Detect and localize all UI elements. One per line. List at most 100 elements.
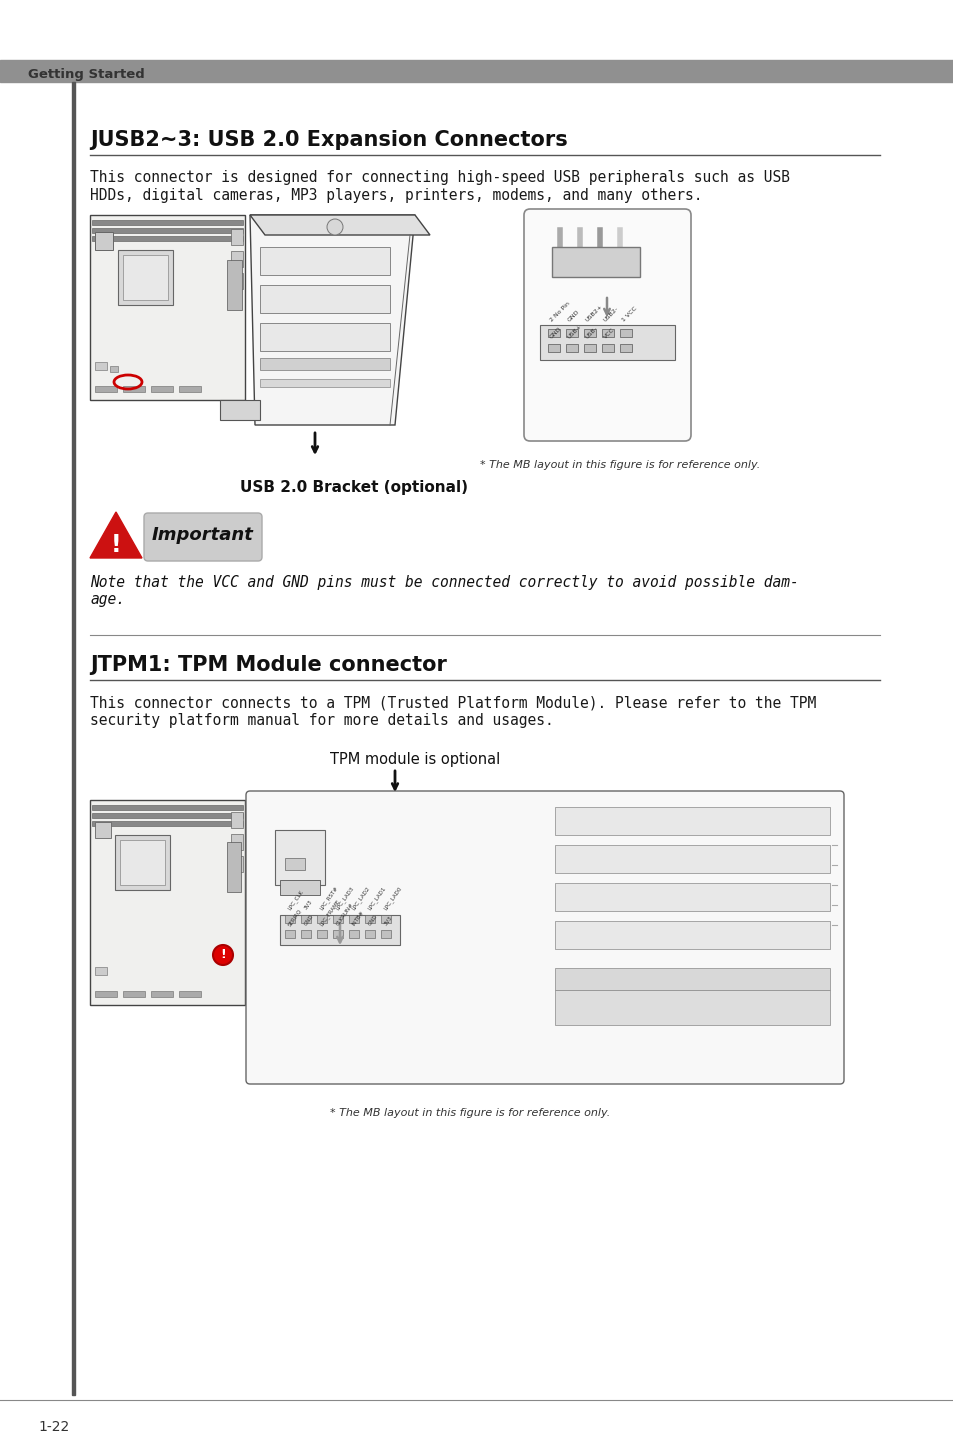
Bar	[71, 82, 75, 1395]
Bar	[601, 344, 614, 352]
Ellipse shape	[213, 945, 233, 965]
Text: LPC_LAD3: LPC_LAD3	[335, 885, 355, 911]
Bar	[285, 929, 294, 938]
Text: GND: GND	[303, 914, 314, 927]
Text: GND: GND	[548, 326, 562, 339]
Bar	[227, 261, 242, 309]
Polygon shape	[220, 400, 260, 420]
Text: * The MB layout in this figure is for reference only.: * The MB layout in this figure is for re…	[479, 460, 760, 470]
Bar	[260, 285, 390, 314]
Bar	[179, 991, 201, 997]
Bar	[380, 929, 391, 938]
Bar	[91, 821, 243, 826]
Bar	[231, 812, 243, 828]
Text: VCC: VCC	[602, 328, 615, 339]
Text: age.: age.	[90, 591, 125, 607]
Polygon shape	[90, 513, 142, 558]
Bar	[95, 967, 107, 975]
Text: JUSB2~3: USB 2.0 Expansion Connectors: JUSB2~3: USB 2.0 Expansion Connectors	[90, 130, 567, 150]
Bar	[539, 325, 675, 359]
Bar	[115, 835, 170, 891]
Bar	[118, 251, 172, 305]
Bar	[260, 379, 390, 387]
Bar	[231, 856, 243, 872]
Text: USB2-: USB2-	[602, 306, 619, 324]
Bar	[95, 362, 107, 369]
Bar	[231, 251, 243, 266]
Text: JTPM1: TPM Module connector: JTPM1: TPM Module connector	[90, 654, 446, 674]
Text: 3V3: 3V3	[382, 915, 393, 927]
Bar	[95, 387, 117, 392]
Text: LPC_FRAME: LPC_FRAME	[318, 898, 341, 927]
Bar	[285, 858, 305, 871]
Bar	[349, 929, 358, 938]
Bar	[555, 884, 829, 911]
Bar	[95, 232, 112, 251]
Text: CLKRUN#: CLKRUN#	[335, 902, 355, 927]
Bar	[227, 842, 241, 892]
FancyBboxPatch shape	[523, 209, 690, 441]
Text: GND: GND	[367, 914, 378, 927]
Text: Important: Important	[152, 526, 253, 544]
Polygon shape	[250, 215, 430, 235]
Bar	[547, 344, 559, 352]
Text: Note that the VCC and GND pins must be connected correctly to avoid possible dam: Note that the VCC and GND pins must be c…	[90, 576, 798, 590]
Bar	[0, 60, 953, 82]
Bar	[123, 255, 168, 299]
Bar	[91, 228, 243, 233]
Text: USB+: USB+	[566, 324, 582, 339]
Bar	[231, 229, 243, 245]
Text: !: !	[111, 533, 121, 557]
Bar	[619, 344, 631, 352]
Text: USB2+: USB2+	[584, 304, 603, 324]
Text: HDDs, digital cameras, MP3 players, printers, modems, and many others.: HDDs, digital cameras, MP3 players, prin…	[90, 188, 701, 203]
Bar	[123, 991, 145, 997]
Bar	[91, 805, 243, 811]
Bar	[231, 833, 243, 851]
Bar	[95, 822, 111, 838]
Text: 1-22: 1-22	[38, 1421, 70, 1432]
Circle shape	[327, 219, 343, 235]
Bar	[110, 367, 118, 372]
Bar	[601, 329, 614, 337]
Text: security platform manual for more details and usages.: security platform manual for more detail…	[90, 713, 553, 727]
Bar	[123, 387, 145, 392]
FancyBboxPatch shape	[246, 790, 843, 1084]
Bar	[555, 921, 829, 949]
Bar	[301, 929, 311, 938]
Bar	[565, 344, 578, 352]
Bar	[95, 991, 117, 997]
Bar	[280, 881, 319, 895]
Text: INTB#: INTB#	[351, 909, 365, 927]
FancyBboxPatch shape	[144, 513, 262, 561]
Bar	[231, 274, 243, 289]
Bar	[555, 968, 829, 990]
Bar	[333, 915, 343, 924]
Bar	[179, 387, 201, 392]
Bar	[301, 915, 311, 924]
Bar	[280, 915, 399, 945]
Text: LPC_RST#: LPC_RST#	[318, 885, 339, 911]
Bar	[285, 915, 294, 924]
Bar	[260, 358, 390, 369]
Bar	[552, 246, 639, 276]
Text: This connector connects to a TPM (Trusted Platform Module). Please refer to the : This connector connects to a TPM (Truste…	[90, 695, 816, 710]
Text: * The MB layout in this figure is for reference only.: * The MB layout in this figure is for re…	[330, 1108, 610, 1118]
Text: SERIRQ: SERIRQ	[287, 908, 302, 927]
Polygon shape	[250, 215, 415, 425]
Text: 2 No Pin: 2 No Pin	[548, 301, 570, 324]
Text: USB 2.0 Bracket (optional): USB 2.0 Bracket (optional)	[240, 480, 468, 495]
Bar	[380, 915, 391, 924]
Text: 1 VCC: 1 VCC	[620, 306, 638, 324]
Bar	[260, 324, 390, 351]
Bar	[565, 329, 578, 337]
Bar	[151, 991, 172, 997]
Text: USB-: USB-	[584, 326, 598, 339]
Bar	[90, 215, 245, 400]
Bar	[316, 915, 327, 924]
Text: LPC_LAD1: LPC_LAD1	[367, 885, 387, 911]
Bar	[91, 221, 243, 225]
Text: This connector is designed for connecting high-speed USB peripherals such as USB: This connector is designed for connectin…	[90, 170, 789, 185]
Bar	[120, 841, 165, 885]
Bar	[90, 800, 245, 1005]
